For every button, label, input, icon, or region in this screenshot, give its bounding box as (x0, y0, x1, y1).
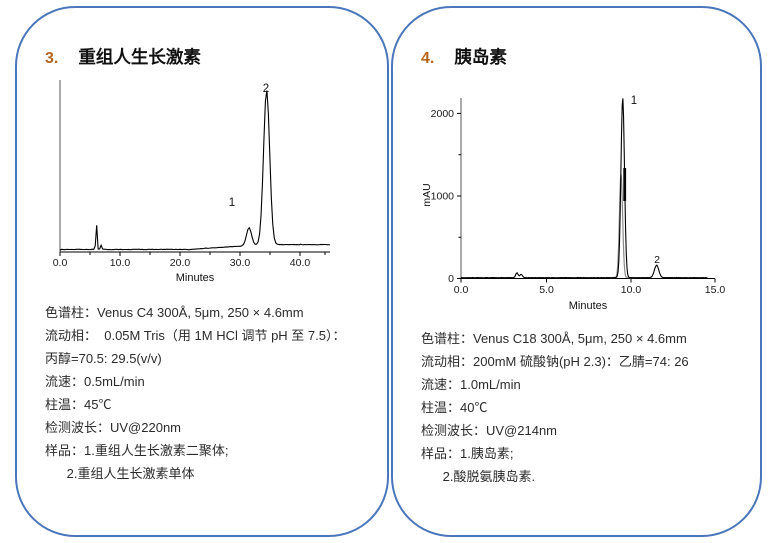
svg-text:mAU: mAU (421, 183, 433, 206)
svg-text:Minutes: Minutes (569, 300, 608, 312)
svg-text:1000: 1000 (431, 191, 455, 203)
svg-text:2000: 2000 (431, 108, 455, 120)
svg-text:0.0: 0.0 (454, 284, 469, 296)
svg-text:15.0: 15.0 (705, 284, 726, 296)
svg-text:1: 1 (631, 95, 637, 107)
svg-text:5.0: 5.0 (539, 284, 554, 296)
svg-text:10.0: 10.0 (621, 284, 642, 296)
svg-text:2: 2 (654, 254, 660, 266)
